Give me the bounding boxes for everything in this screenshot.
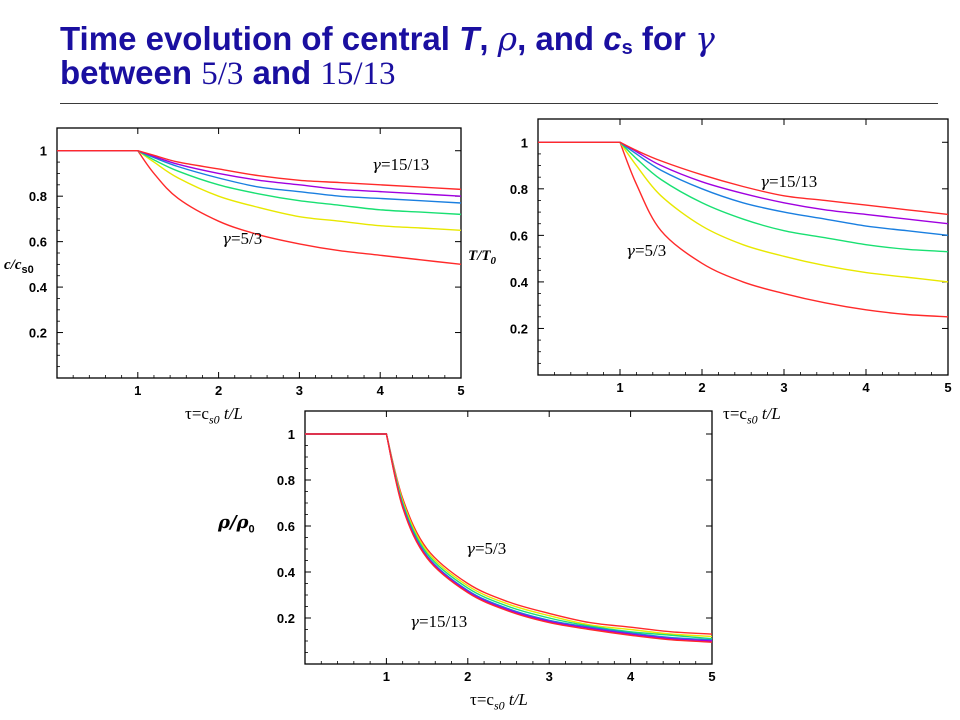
y-tick-label: 0.8 <box>277 473 295 488</box>
chart-1-ylabel: c/cs0 <box>4 257 34 276</box>
series-line <box>57 150 462 197</box>
y-tick-label: 0.4 <box>29 280 48 295</box>
title-sep: , <box>479 20 498 57</box>
title-c-sub: s <box>621 37 633 59</box>
y-tick-label: 0.2 <box>510 321 528 336</box>
title-rho: ρ <box>497 19 518 58</box>
series-line <box>305 433 713 641</box>
y-tick-label: 0.6 <box>510 228 528 243</box>
series-line <box>538 141 949 283</box>
x-tick-label: 4 <box>862 380 870 395</box>
x-tick-label: 5 <box>457 383 464 398</box>
series-line <box>57 150 462 231</box>
chart-3-annotation-5-3: γ=5/3 <box>466 539 507 558</box>
title-T: T <box>459 20 480 57</box>
chart-3-xlabel: τ=cs0 t/L <box>470 690 528 713</box>
y-tick-label: 1 <box>40 144 47 159</box>
chart-2-annotation-5-3: γ=5/3 <box>626 241 667 260</box>
x-tick-label: 4 <box>627 669 635 684</box>
series-line <box>538 141 949 216</box>
series-line <box>538 141 949 318</box>
series-line <box>305 433 713 635</box>
x-tick-label: 3 <box>546 669 553 684</box>
title-gamma: γ <box>695 19 715 58</box>
title-text: and <box>243 54 321 91</box>
title-text: Time evolution of central <box>60 20 460 57</box>
title-text: between <box>60 54 202 91</box>
y-tick-label: 0.2 <box>277 611 295 626</box>
y-tick-label: 1 <box>288 427 295 442</box>
title-line-1: Time evolution of central T, ρ, and cs f… <box>60 19 940 59</box>
plot-frame <box>304 410 713 665</box>
series-line <box>538 141 949 253</box>
chart-3-ylabel: ρ/ρ0 <box>218 512 255 536</box>
chart-2-ylabel: T/T0 <box>468 248 496 267</box>
x-tick-label: 3 <box>296 383 303 398</box>
page-title: Time evolution of central T, ρ, and cs f… <box>60 19 940 92</box>
x-tick-label: 2 <box>464 669 471 684</box>
title-sep: for <box>632 20 696 57</box>
x-tick-label: 2 <box>215 383 222 398</box>
series-line <box>57 150 462 191</box>
series-line <box>57 150 462 204</box>
series-line <box>305 433 713 643</box>
x-tick-label: 5 <box>708 669 715 684</box>
chart-3-annotation-15-13: γ=15/13 <box>410 612 468 631</box>
chart-1-xlabel: τ=cs0 t/L <box>185 404 243 427</box>
x-tick-label: 1 <box>383 669 390 684</box>
series-line <box>305 433 713 640</box>
series-line <box>305 433 713 642</box>
y-tick-label: 1 <box>521 135 528 150</box>
series-line <box>538 141 949 225</box>
y-tick-label: 0.8 <box>510 182 528 197</box>
y-tick-label: 0.2 <box>29 326 47 341</box>
series-line <box>305 433 713 638</box>
series-line <box>57 150 462 216</box>
x-tick-label: 3 <box>780 380 787 395</box>
y-tick-label: 0.6 <box>29 235 47 250</box>
title-sep: , and <box>517 20 604 57</box>
title-c: c <box>603 20 622 57</box>
chart-1-annotation-5-3: γ=5/3 <box>222 229 263 248</box>
y-tick-label: 0.6 <box>277 519 295 534</box>
y-tick-label: 0.4 <box>277 565 296 580</box>
x-tick-label: 5 <box>944 380 951 395</box>
title-line-2: between 5/3 and 15/13 <box>60 54 940 92</box>
y-tick-label: 0.8 <box>29 189 47 204</box>
x-tick-label: 2 <box>698 380 705 395</box>
chart-1-annotation-15-13: γ=15/13 <box>372 155 430 174</box>
series-line <box>538 141 949 237</box>
title-num: 5/3 <box>201 56 244 92</box>
title-divider <box>60 103 938 104</box>
chart-2-xlabel: τ=cs0 t/L <box>723 404 781 427</box>
x-tick-label: 4 <box>377 383 385 398</box>
series-line <box>57 150 462 266</box>
x-tick-label: 1 <box>616 380 623 395</box>
y-tick-label: 0.4 <box>510 275 529 290</box>
chart-2-annotation-15-13: γ=15/13 <box>760 172 818 191</box>
x-tick-label: 1 <box>134 383 141 398</box>
title-num: 15/13 <box>320 56 396 92</box>
